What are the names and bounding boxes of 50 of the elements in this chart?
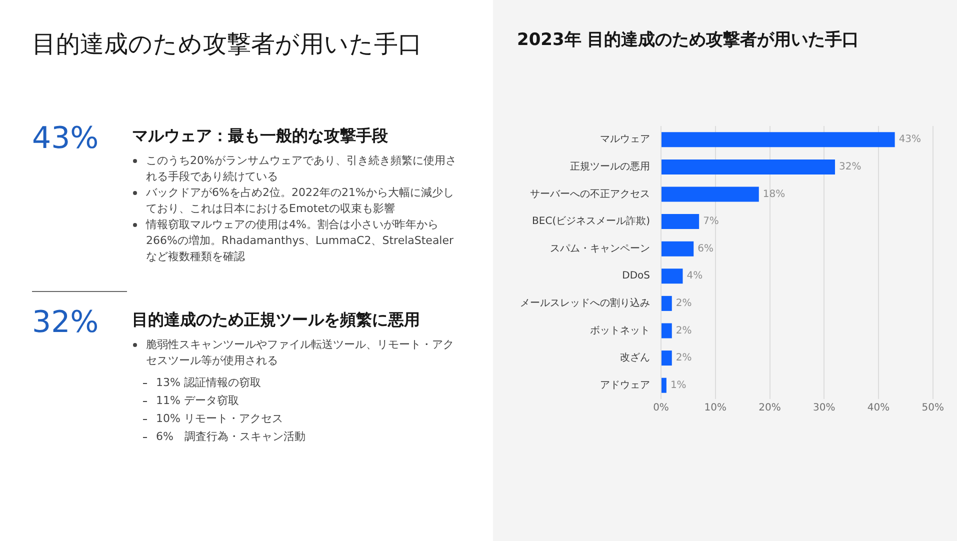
x-tick-label: 40% — [867, 402, 890, 414]
x-tick-label: 20% — [758, 402, 781, 414]
y-tick-label: 正規ツールの悪用 — [570, 160, 650, 173]
text: 情報窃取マルウェアの使用は4%。割合は小さいが昨年から266%の増加。Rhadamanthys、LummaC2、StrelaStealerなど複数種類を確認 — [146, 217, 455, 265]
text: 13% 認証情報の窃取 — [156, 375, 261, 391]
y-tick-label: アドウェア — [600, 380, 650, 391]
data-label: 18% — [762, 188, 786, 200]
text: バックドアが6%を占め2位。2022年の21%から大幅に減少しており、これは日本におけるEmotetの収束も影響 — [146, 185, 455, 217]
y-tick-label: マルウェア — [600, 134, 650, 146]
y-tick-label: スパム・キャンペーン — [550, 243, 650, 254]
bar — [662, 241, 694, 256]
y-tick-label: BEC(ビジネスメール詐欺) — [532, 215, 650, 228]
y-tick-label: サーバーへの不正アクセス — [530, 188, 650, 200]
text: 11% データ窃取 — [156, 393, 239, 409]
data-label: 43% — [898, 134, 922, 146]
bar — [662, 378, 666, 393]
bar — [662, 296, 672, 311]
data-label: 2% — [676, 298, 692, 310]
text: マルウェア：最も一般的な攻撃手段 — [132, 126, 389, 147]
text: 43% — [32, 121, 100, 158]
y-tick-label: 改ざん — [620, 352, 650, 364]
text: 32% — [32, 305, 100, 342]
data-label: 7% — [703, 216, 719, 228]
data-label: 2% — [676, 325, 692, 336]
x-tick-label: 50% — [922, 402, 944, 414]
text: 目的達成のため正規ツールを頻繁に悪用 — [132, 310, 421, 331]
bar — [662, 159, 836, 174]
bar — [662, 214, 700, 230]
text: 脆弱性スキャンツールやファイル転送ツール、リモート・アクセスツール等が使用される — [146, 337, 455, 369]
text: このうち20%がランサムウェアであり、引き続き頻繁に使用される手段であり続けている — [146, 153, 458, 185]
text: 10% リモート・アクセス — [156, 411, 283, 427]
data-label: 1% — [670, 380, 686, 391]
data-label: 32% — [839, 162, 862, 173]
x-tick-label: 30% — [813, 402, 836, 414]
chart-title: 2023年 目的達成のため攻撃者が用いた手口 — [517, 29, 860, 51]
data-label: 4% — [686, 270, 703, 282]
text: 6% 調査行為・スキャン活動 — [156, 429, 306, 445]
bar — [662, 132, 895, 148]
bar — [662, 350, 672, 366]
bar — [662, 323, 672, 338]
bar — [662, 186, 759, 202]
y-tick-label: DDoS — [622, 270, 650, 282]
x-tick-label: 10% — [704, 402, 726, 414]
y-tick-label: メールスレッドへの割り込み — [520, 297, 650, 310]
bar — [662, 268, 683, 284]
text: 目的達成のため攻撃者が用いた手口 — [32, 29, 423, 60]
x-tick-label: 0% — [653, 402, 669, 414]
y-tick-label: ボットネット — [590, 325, 650, 336]
data-label: 2% — [676, 352, 692, 364]
data-label: 6% — [698, 243, 714, 254]
